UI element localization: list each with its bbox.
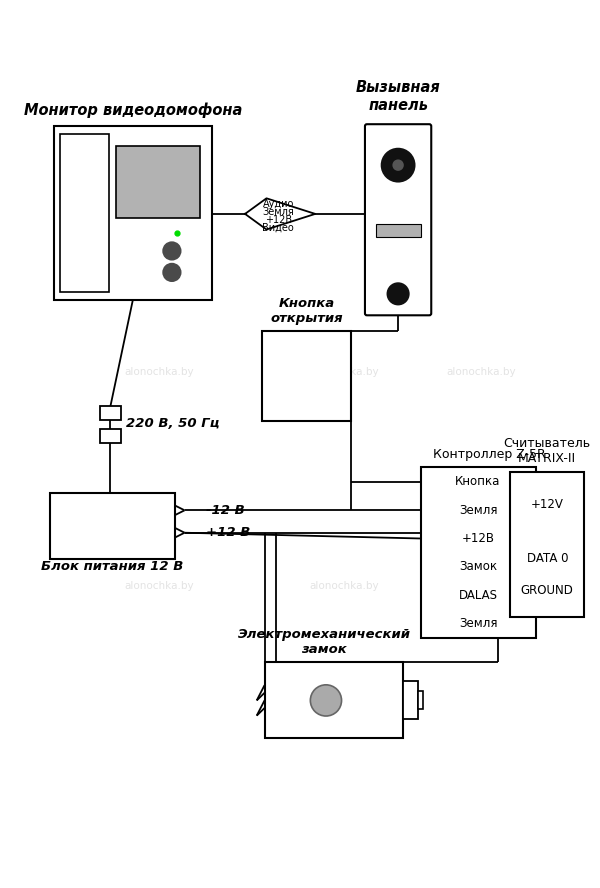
FancyBboxPatch shape [365,124,431,315]
Text: alonochka.by: alonochka.by [124,582,194,591]
Text: DATA 0: DATA 0 [527,552,568,566]
Text: Замок: Замок [459,560,497,574]
Text: alonochka.by: alonochka.by [124,367,194,377]
Text: +12В: +12В [461,532,494,545]
Text: Считыватель
MATRIX-II: Считыватель MATRIX-II [504,438,591,465]
Text: 220 В, 50 Гц: 220 В, 50 Гц [126,417,220,430]
Text: Земля: Земля [459,503,497,517]
Circle shape [163,242,181,259]
Text: Видео: Видео [262,223,294,233]
Bar [418,691,424,710]
Text: alonochka.by: alonochka.by [310,367,379,377]
Circle shape [382,148,415,182]
Text: +12В: +12В [265,215,292,225]
Bar [403,681,418,719]
Text: Аудио: Аудио [262,199,294,210]
Text: DALAS: DALAS [458,589,497,602]
Bar [50,493,175,559]
Text: -12 В: -12 В [206,503,245,517]
Text: Контроллер Z-5R: Контроллер Z-5R [433,448,546,461]
Bar [510,472,584,616]
Bar [265,662,403,739]
Text: Кнопка: Кнопка [455,475,501,488]
Text: Электромеханический
замок: Электромеханический замок [238,628,410,655]
Bar [100,430,121,443]
Text: Земля: Земля [459,617,497,630]
Text: alonochka.by: alonochka.by [446,367,516,377]
Bar [262,331,352,421]
Bar [54,126,212,300]
Circle shape [163,264,181,281]
Text: GROUND: GROUND [521,584,574,597]
Text: Монитор видеодомофона: Монитор видеодомофона [24,103,242,118]
Text: Вызывная
панель: Вызывная панель [356,80,440,113]
Text: alonochka.by: alonochka.by [446,582,516,591]
Bar [100,406,121,420]
Circle shape [393,160,403,170]
Text: +12 В: +12 В [206,527,250,539]
Text: Блок питания 12 В: Блок питания 12 В [41,559,184,573]
Bar [376,224,421,237]
Text: +12V: +12V [531,497,564,511]
Bar [116,146,200,218]
Bar [421,467,536,638]
Circle shape [310,685,341,716]
Bar [60,134,109,292]
Text: Земля: Земля [262,207,294,217]
Circle shape [388,283,409,305]
Text: alonochka.by: alonochka.by [310,582,379,591]
Text: Кнопка
открытия: Кнопка открытия [270,297,343,325]
